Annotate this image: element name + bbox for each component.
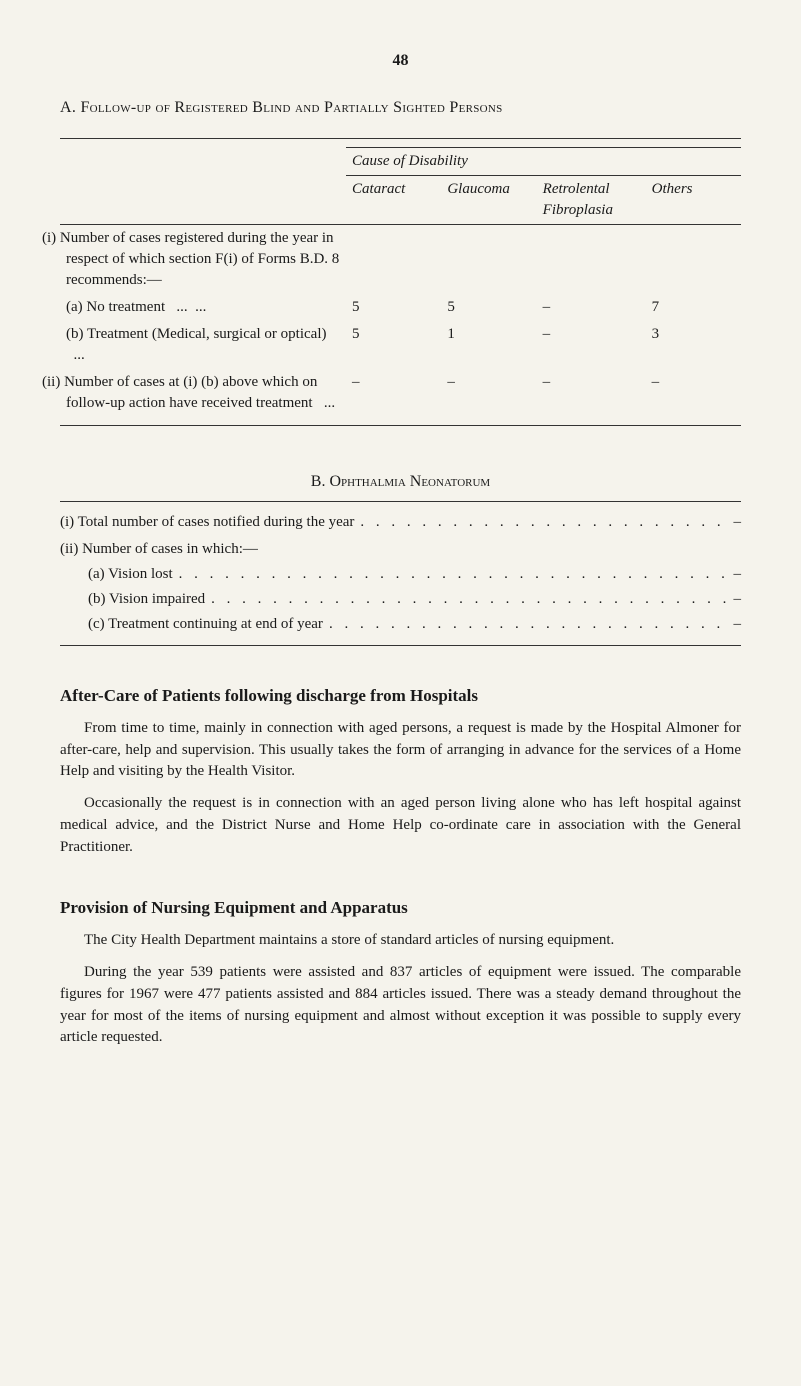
section-b-prefix: B. (311, 473, 326, 490)
b-line-1-value: – (734, 512, 742, 533)
rule-b-bottom (60, 645, 741, 646)
after-care-heading: After-Care of Patients following dischar… (60, 684, 741, 708)
nursing-heading: Provision of Nursing Equipment and Appar… (60, 896, 741, 920)
b-line-2a-label: (a) Vision lost (88, 564, 173, 585)
cell-ib-others: 3 (646, 321, 741, 369)
cell-ia-others: 7 (646, 294, 741, 321)
dots-fill (360, 512, 727, 533)
section-a-title-text: Follow-up of Registered Blind and Partia… (80, 99, 502, 116)
row-ia-label: (a) No treatment (66, 299, 165, 315)
cell-ia-cataract: 5 (346, 294, 441, 321)
section-b-title: B. Ophthalmia Neonatorum (60, 471, 741, 493)
cell-ib-retrolental: – (537, 321, 646, 369)
nursing-p2: During the year 539 patients were assist… (60, 962, 741, 1049)
dots-fill (329, 614, 728, 635)
b-line-2a-value: – (734, 564, 742, 585)
rule-top (60, 138, 741, 139)
cell-ia-retrolental: – (537, 294, 646, 321)
b-line-2c-value: – (734, 614, 742, 635)
row-ii-label: (ii) Number of cases at (i) (b) above wh… (42, 374, 317, 411)
after-care-p2: Occasionally the request is in connectio… (60, 793, 741, 858)
section-b-title-text: Ophthalmia Neonatorum (329, 473, 490, 490)
b-line-2b-label: (b) Vision impaired (88, 589, 205, 610)
b-line-1: (i) Total number of cases notified durin… (60, 512, 741, 533)
b-line-2c: (c) Treatment continuing at end of year … (60, 614, 741, 635)
cell-ii-glaucoma: – (441, 369, 536, 417)
after-care-p1: From time to time, mainly in connection … (60, 718, 741, 783)
cell-ia-glaucoma: 5 (441, 294, 536, 321)
section-a-title: A. Follow-up of Registered Blind and Par… (60, 97, 741, 119)
row-ib-label: (b) Treatment (Medical, surgical or opti… (66, 326, 327, 342)
cause-header: Cause of Disability (346, 147, 741, 175)
b-line-2c-label: (c) Treatment continuing at end of year (88, 614, 323, 635)
row-i-label: (i) Number of cases registered during th… (60, 224, 346, 294)
dots-fill (179, 564, 728, 585)
col-glaucoma: Glaucoma (441, 175, 536, 224)
page-number: 48 (60, 50, 741, 72)
cell-ib-glaucoma: 1 (441, 321, 536, 369)
cell-ii-retrolental: – (537, 369, 646, 417)
cell-ii-cataract: – (346, 369, 441, 417)
section-a-prefix: A. (60, 99, 76, 116)
b-line-1-label: (i) Total number of cases notified durin… (60, 512, 354, 533)
b-line-2b-value: – (734, 589, 742, 610)
rule-a-bottom (60, 425, 741, 426)
rule-b-top (60, 501, 741, 502)
table-a: Cause of Disability Cataract Glaucoma Re… (60, 147, 741, 417)
col-cataract: Cataract (346, 175, 441, 224)
dots-fill (211, 589, 727, 610)
nursing-p1: The City Health Department maintains a s… (60, 930, 741, 952)
cell-ii-others: – (646, 369, 741, 417)
cell-ib-cataract: 5 (346, 321, 441, 369)
col-others: Others (646, 175, 741, 224)
b-line-2b: (b) Vision impaired – (60, 589, 741, 610)
b-line-2: (ii) Number of cases in which:— (60, 539, 741, 560)
b-line-2a: (a) Vision lost – (60, 564, 741, 585)
col-retrolental: Retrolental Fibroplasia (537, 175, 646, 224)
